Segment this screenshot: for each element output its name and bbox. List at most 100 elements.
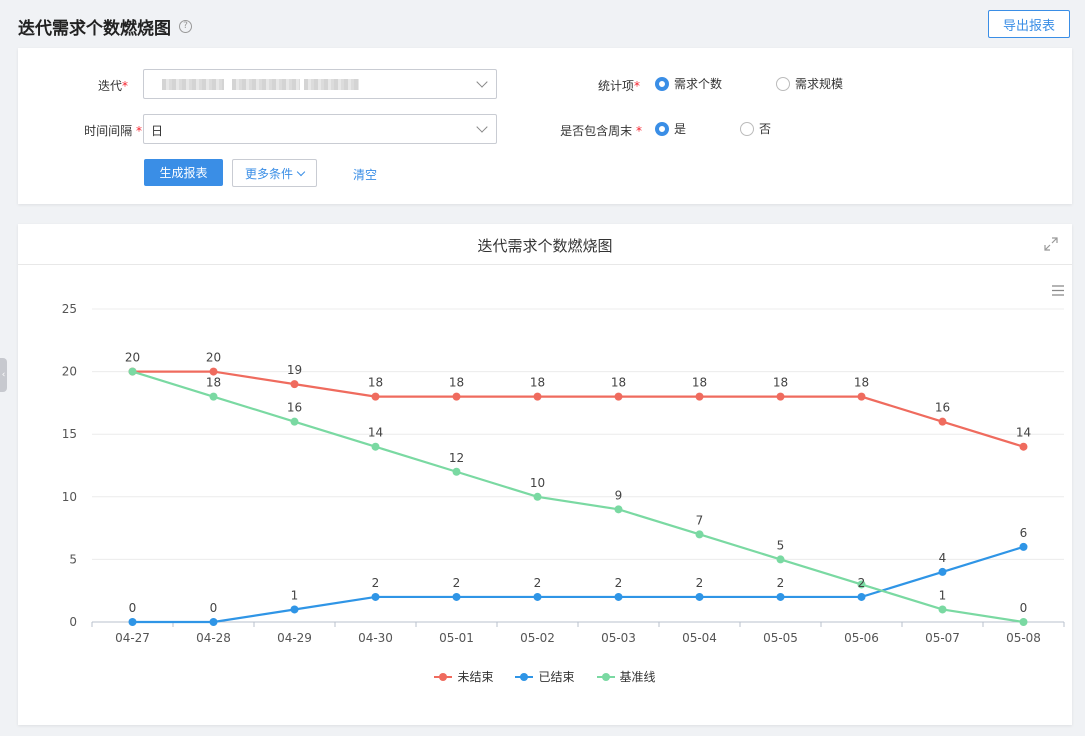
x-tick-label: 05-04 xyxy=(682,631,717,645)
chevron-down-icon xyxy=(476,121,488,133)
iteration-select[interactable] xyxy=(143,69,497,99)
data-label: 7 xyxy=(696,513,704,527)
data-point xyxy=(776,592,785,601)
data-label: 20 xyxy=(125,351,140,365)
data-point xyxy=(857,592,866,601)
legend-item[interactable]: 已结束 xyxy=(515,668,575,685)
data-label: 2 xyxy=(534,576,542,590)
data-label: 5 xyxy=(777,538,785,552)
data-point xyxy=(371,392,380,401)
data-label: 18 xyxy=(692,376,707,390)
data-label: 2 xyxy=(372,576,380,590)
data-label: 18 xyxy=(449,376,464,390)
data-label: 20 xyxy=(206,351,221,365)
include-weekend-label: 是否包含周末 * xyxy=(560,124,642,138)
data-point xyxy=(209,367,218,376)
data-point xyxy=(1019,442,1028,451)
data-point xyxy=(614,392,623,401)
data-point xyxy=(695,530,704,539)
data-point xyxy=(1019,618,1028,626)
radio-weekend-no[interactable]: 否 xyxy=(740,120,771,137)
radio-weekend-yes[interactable]: 是 xyxy=(655,120,686,137)
sidebar-collapse-handle[interactable]: ‹ xyxy=(0,358,7,392)
data-point xyxy=(938,567,947,576)
data-label: 2 xyxy=(453,576,461,590)
data-label: 14 xyxy=(1016,426,1031,440)
data-label: 16 xyxy=(935,401,950,415)
legend-item[interactable]: 未结束 xyxy=(434,668,493,685)
data-label: 2 xyxy=(777,576,785,590)
data-label: 10 xyxy=(530,476,545,490)
redacted-text xyxy=(304,79,359,90)
legend-swatch xyxy=(434,672,453,682)
chart-legend: 未结束 已结束 基准线 xyxy=(18,668,1072,685)
data-label: 0 xyxy=(210,601,218,615)
data-point xyxy=(533,492,542,501)
series-line-3 xyxy=(132,370,1024,624)
data-point xyxy=(533,392,542,401)
interval-value: 日 xyxy=(151,124,164,138)
data-label: 1 xyxy=(939,588,947,602)
page-title: 迭代需求个数燃烧图 xyxy=(18,18,171,39)
x-tick-label: 05-01 xyxy=(439,631,474,645)
data-point xyxy=(209,618,218,626)
data-label: 18 xyxy=(611,376,626,390)
data-label: 2 xyxy=(615,576,623,590)
data-label: 0 xyxy=(1020,601,1028,615)
series-line-1 xyxy=(132,370,1024,448)
series-line-2 xyxy=(132,545,1024,624)
redacted-text xyxy=(162,79,224,90)
interval-select[interactable]: 日 xyxy=(143,114,497,144)
x-tick-label: 05-02 xyxy=(520,631,555,645)
data-label: 18 xyxy=(530,376,545,390)
data-point xyxy=(938,417,947,426)
y-tick-label: 15 xyxy=(62,427,77,441)
generate-report-button[interactable]: 生成报表 xyxy=(144,159,223,186)
question-circle-icon[interactable]: ? xyxy=(179,19,192,33)
x-tick-label: 05-06 xyxy=(844,631,879,645)
radio-checked-icon xyxy=(655,76,669,91)
data-point xyxy=(371,592,380,601)
data-point xyxy=(452,467,461,476)
data-point xyxy=(209,392,218,401)
x-tick-label: 04-30 xyxy=(358,631,393,645)
data-point xyxy=(857,392,866,401)
hamburger-menu-icon[interactable] xyxy=(1052,285,1064,296)
data-point xyxy=(614,592,623,601)
chart-panel: 迭代需求个数燃烧图 0 5 10 15 20 25 04-27 04-28 04-29 04-30… xyxy=(18,224,1072,725)
x-tick-label: 05-08 xyxy=(1006,631,1041,645)
interval-label: 时间间隔 * xyxy=(84,124,142,138)
y-tick-label: 5 xyxy=(69,552,77,566)
data-label: 18 xyxy=(854,376,869,390)
data-point xyxy=(1019,542,1028,551)
chart-title: 迭代需求个数燃烧图 xyxy=(477,237,613,255)
export-report-button[interactable]: 导出报表 xyxy=(988,10,1070,38)
chevron-down-icon xyxy=(476,76,488,88)
y-tick-label: 25 xyxy=(62,302,77,316)
data-point xyxy=(371,442,380,451)
y-tick-label: 20 xyxy=(62,365,77,379)
data-label: 19 xyxy=(287,363,302,377)
data-point xyxy=(614,505,623,514)
expand-icon[interactable] xyxy=(1044,237,1058,251)
data-label: 0 xyxy=(129,601,137,615)
legend-swatch xyxy=(596,672,615,682)
iteration-label: 迭代* xyxy=(97,79,128,93)
radio-unchecked-icon xyxy=(740,121,754,136)
radio-stat-scale[interactable]: 需求规模 xyxy=(776,75,843,92)
legend-item[interactable]: 基准线 xyxy=(596,668,656,685)
chart-header: 迭代需求个数燃烧图 xyxy=(18,224,1072,265)
chevron-down-icon xyxy=(296,167,306,176)
data-label: 6 xyxy=(1020,526,1028,540)
clear-link[interactable]: 清空 xyxy=(353,168,378,182)
x-tick-label: 04-29 xyxy=(277,631,312,645)
stat-item-label: 统计项* xyxy=(597,79,640,93)
radio-stat-count[interactable]: 需求个数 xyxy=(655,75,722,92)
page-header: 迭代需求个数燃烧图 ? xyxy=(18,12,192,40)
data-label: 1 xyxy=(291,588,299,602)
data-label: 18 xyxy=(206,376,221,390)
more-conditions-button[interactable]: 更多条件 xyxy=(232,159,317,187)
y-tick-label: 0 xyxy=(69,615,77,629)
data-label: 2 xyxy=(858,576,866,590)
